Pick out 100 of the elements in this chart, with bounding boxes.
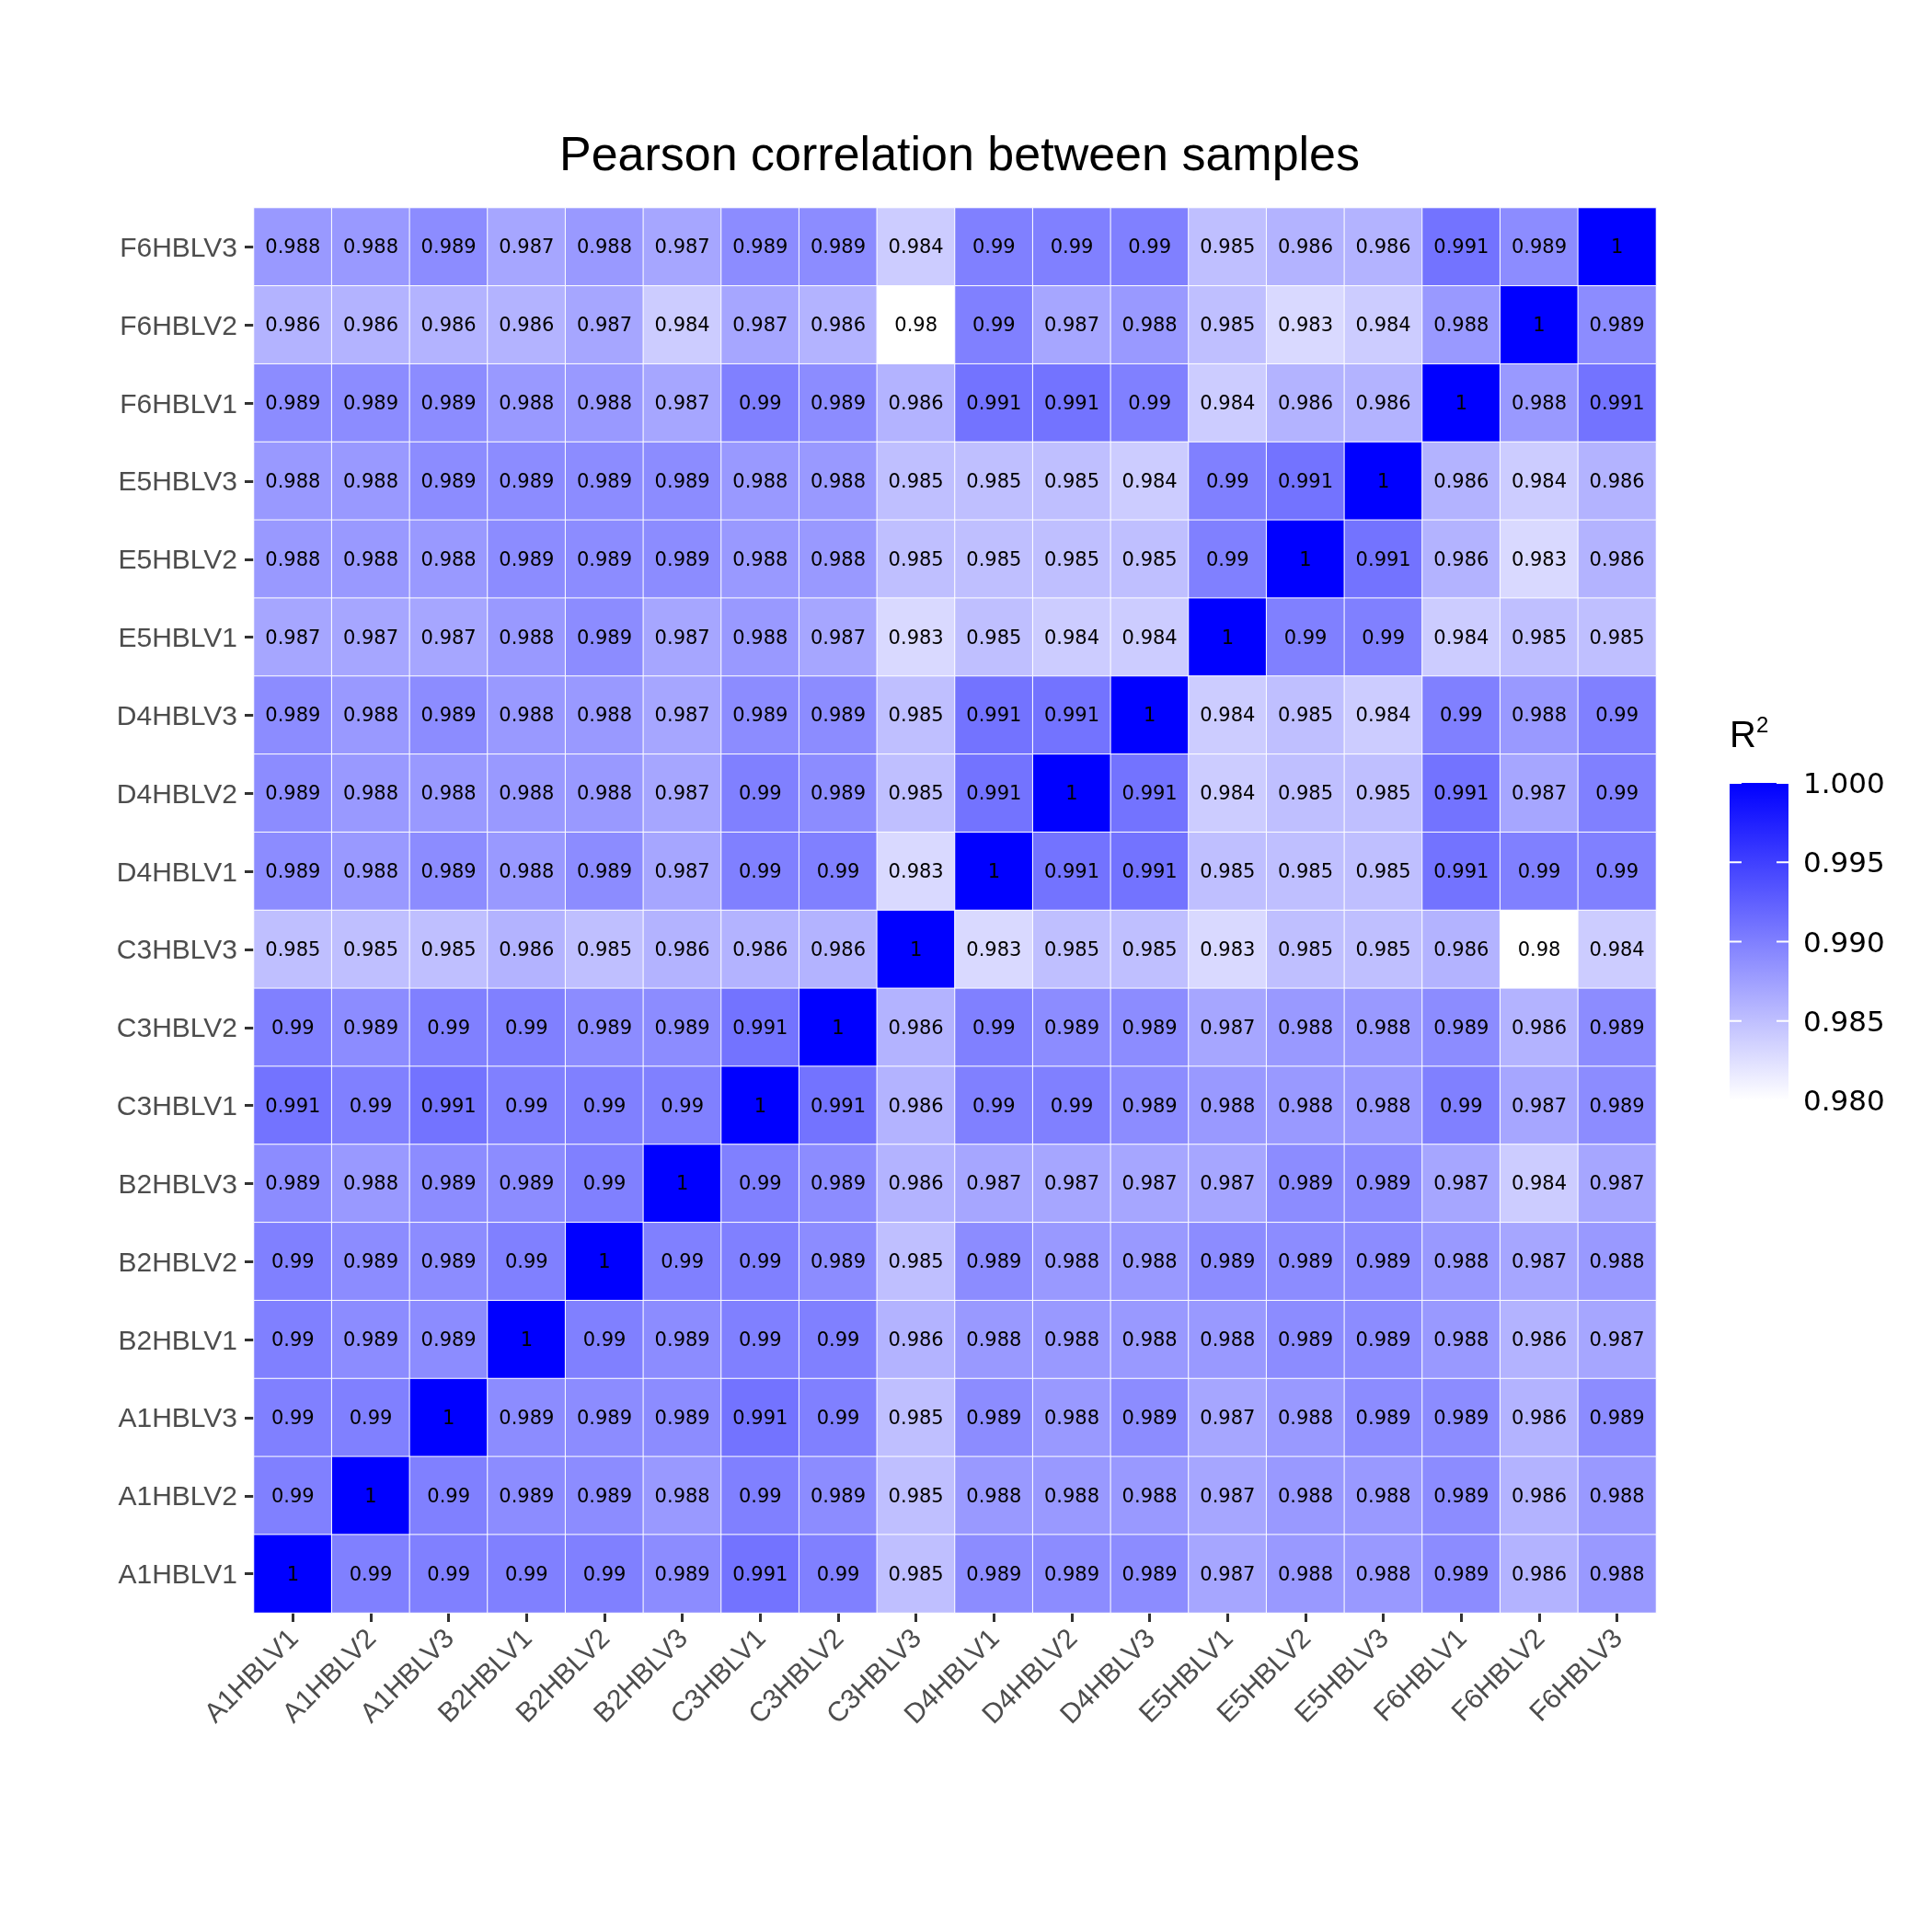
- data-label: 0.985: [966, 626, 1022, 649]
- data-label: 0.988: [1355, 1562, 1411, 1585]
- data-label: 0.99: [582, 1328, 627, 1351]
- data-label: 0.989: [499, 469, 555, 492]
- data-label: 0.983: [1511, 547, 1568, 570]
- data-label: 0.989: [654, 1016, 710, 1039]
- data-label: 0.983: [1200, 937, 1256, 960]
- data-label: 0.989: [1589, 1406, 1645, 1429]
- data-label: 0.988: [420, 782, 477, 805]
- data-label: 0.984: [654, 314, 710, 337]
- data-label: 0.987: [1511, 782, 1568, 805]
- data-label: 0.989: [654, 1562, 710, 1585]
- data-label: 0.985: [1277, 782, 1334, 805]
- data-label: 0.986: [810, 937, 867, 960]
- data-label: 0.99: [738, 1172, 782, 1195]
- data-label: 0.991: [1355, 547, 1411, 570]
- data-label: 0.986: [1355, 392, 1411, 415]
- data-label: 0.99: [504, 1562, 548, 1585]
- data-label: 0.99: [738, 1328, 782, 1351]
- data-label: 0.991: [732, 1016, 788, 1039]
- data-label: 0.988: [810, 469, 867, 492]
- data-label: 0.989: [1355, 1172, 1411, 1195]
- y-tick-label: C3HBLV3: [116, 934, 237, 965]
- data-label: 0.986: [1589, 469, 1645, 492]
- data-label: 0.989: [576, 1406, 633, 1429]
- data-label: 0.984: [1355, 704, 1411, 727]
- data-label: 0.988: [342, 547, 399, 570]
- data-label: 0.99: [1439, 704, 1483, 727]
- data-label: 0.991: [1433, 236, 1489, 259]
- data-label: 0.987: [1511, 1094, 1568, 1117]
- data-label: 0.99: [582, 1562, 627, 1585]
- chart-title: Pearson correlation between samples: [558, 127, 1361, 180]
- data-label: 0.988: [576, 392, 633, 415]
- data-label: 0.988: [966, 1484, 1022, 1507]
- data-label: 0.989: [1277, 1328, 1334, 1351]
- data-label: 0.988: [342, 469, 399, 492]
- data-label: 0.99: [738, 392, 782, 415]
- data-label: 0.986: [888, 1016, 944, 1039]
- data-label: 0.986: [888, 1328, 944, 1351]
- data-label: 0.987: [732, 314, 788, 337]
- color-bar-label: 1.000: [1803, 766, 1885, 799]
- data-label: 0.988: [1121, 314, 1178, 337]
- data-label: 0.991: [1433, 782, 1489, 805]
- data-label: 0.985: [1043, 469, 1100, 492]
- data-label: 0.98: [1517, 937, 1561, 960]
- data-label: 1: [442, 1406, 455, 1429]
- data-label: 0.989: [654, 1406, 710, 1429]
- data-label: 0.989: [1277, 1250, 1334, 1273]
- data-label: 0.988: [654, 1484, 710, 1507]
- data-label: 1: [1143, 704, 1156, 727]
- data-label: 0.989: [1121, 1094, 1178, 1117]
- data-label: 0.989: [1433, 1406, 1489, 1429]
- data-label: 0.988: [342, 704, 399, 727]
- data-label: 0.99: [349, 1562, 393, 1585]
- data-label: 0.985: [888, 1250, 944, 1273]
- data-label: 0.99: [1283, 626, 1328, 649]
- data-label: 1: [1610, 236, 1624, 259]
- data-label: 0.99: [270, 1328, 315, 1351]
- data-label: 0.99: [816, 1562, 860, 1585]
- data-label: 0.988: [1355, 1484, 1411, 1507]
- data-label: 0.988: [1355, 1094, 1411, 1117]
- data-label: 0.987: [1200, 1016, 1256, 1039]
- data-label: 0.985: [1511, 626, 1568, 649]
- data-label: 0.985: [966, 469, 1022, 492]
- data-label: 0.985: [576, 937, 633, 960]
- data-label: 0.989: [810, 704, 867, 727]
- data-label: 0.987: [1589, 1172, 1645, 1195]
- data-label: 0.988: [1433, 1328, 1489, 1351]
- color-bar-label: 0.985: [1803, 1004, 1885, 1038]
- data-label: 0.989: [576, 469, 633, 492]
- data-label: 0.989: [1433, 1484, 1489, 1507]
- data-label: 0.985: [1121, 547, 1178, 570]
- data-label: 0.99: [1050, 1094, 1094, 1117]
- data-label: 0.99: [1517, 860, 1561, 883]
- data-label: 0.989: [654, 469, 710, 492]
- data-label: 0.983: [888, 626, 944, 649]
- data-label: 0.987: [1200, 1562, 1256, 1585]
- data-label: 0.988: [499, 782, 555, 805]
- data-label: 0.989: [576, 1016, 633, 1039]
- data-label: 0.988: [1589, 1562, 1645, 1585]
- data-label: 0.988: [1043, 1484, 1100, 1507]
- data-label: 0.989: [1121, 1562, 1178, 1585]
- data-label: 0.991: [1121, 860, 1178, 883]
- data-label: 0.989: [420, 704, 477, 727]
- data-label: 0.986: [1511, 1016, 1568, 1039]
- data-label: 0.989: [499, 1406, 555, 1429]
- data-label: 0.99: [270, 1484, 315, 1507]
- data-label: 0.988: [1121, 1484, 1178, 1507]
- data-label: 0.991: [1043, 860, 1100, 883]
- data-label: 0.989: [1043, 1016, 1100, 1039]
- data-label: 0.984: [1200, 704, 1256, 727]
- data-label: 0.983: [1277, 314, 1334, 337]
- data-label: 0.99: [427, 1562, 471, 1585]
- data-label: 0.986: [1277, 236, 1334, 259]
- data-label: 0.985: [1277, 860, 1334, 883]
- data-label: 0.983: [966, 937, 1022, 960]
- data-label: 0.991: [265, 1094, 321, 1117]
- data-label: 0.989: [420, 469, 477, 492]
- data-label: 0.986: [265, 314, 321, 337]
- data-label: 0.989: [265, 392, 321, 415]
